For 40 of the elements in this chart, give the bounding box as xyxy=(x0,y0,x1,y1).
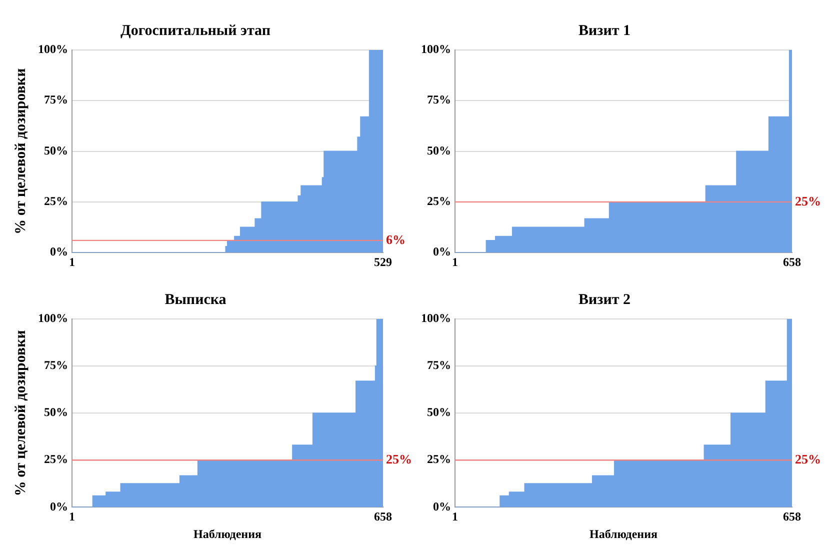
x-tick-label: 1 xyxy=(69,509,75,524)
x-tick-label: 658 xyxy=(374,509,392,524)
x-tick-label: 658 xyxy=(783,509,801,524)
y-tick-label: 0% xyxy=(433,244,451,259)
ref-line-label: 6% xyxy=(386,232,406,247)
y-tick-label: 25% xyxy=(427,194,451,208)
y-tick-label: 75% xyxy=(44,358,68,372)
x-tick-label: 529 xyxy=(374,254,392,269)
y-tick-label: 75% xyxy=(44,92,68,107)
y-tick-label: 75% xyxy=(427,92,451,107)
chart-title: Визит 2 xyxy=(578,292,630,308)
y-tick-label: 75% xyxy=(427,358,451,372)
x-tick-label: 1 xyxy=(452,254,458,269)
x-tick-label: 1 xyxy=(452,509,458,524)
y-tick-label: 50% xyxy=(44,143,68,158)
y-tick-label: 100% xyxy=(421,311,451,326)
y-tick-label: 0% xyxy=(50,244,68,259)
y-tick-label: 100% xyxy=(421,42,451,56)
ref-line-label: 25% xyxy=(386,452,412,467)
ref-line-label: 25% xyxy=(795,193,821,208)
y-tick-label: 100% xyxy=(38,311,68,326)
chart-title: Выписка xyxy=(164,292,227,308)
chart-title: Догоспитальный этап xyxy=(120,22,271,39)
y-tick-label: 50% xyxy=(427,405,451,420)
y-tick-label: 0% xyxy=(50,499,68,514)
ref-line-label: 25% xyxy=(795,452,821,467)
y-tick-label: 25% xyxy=(44,194,68,208)
chart-title: Визит 1 xyxy=(578,22,630,39)
y-tick-label: 25% xyxy=(44,452,68,466)
y-tick-label: 50% xyxy=(44,405,68,420)
y-axis-title: % от целевой дозировки xyxy=(12,330,29,496)
x-axis-title: Наблюдения xyxy=(590,526,658,541)
x-tick-label: 658 xyxy=(783,254,801,269)
y-tick-label: 50% xyxy=(427,143,451,158)
y-tick-label: 0% xyxy=(433,499,451,514)
y-tick-label: 100% xyxy=(38,42,68,56)
x-axis-title: Наблюдения xyxy=(194,526,262,541)
x-tick-label: 1 xyxy=(69,254,75,269)
y-axis-title: % от целевой дозировки xyxy=(12,68,29,234)
y-tick-label: 25% xyxy=(427,452,451,466)
